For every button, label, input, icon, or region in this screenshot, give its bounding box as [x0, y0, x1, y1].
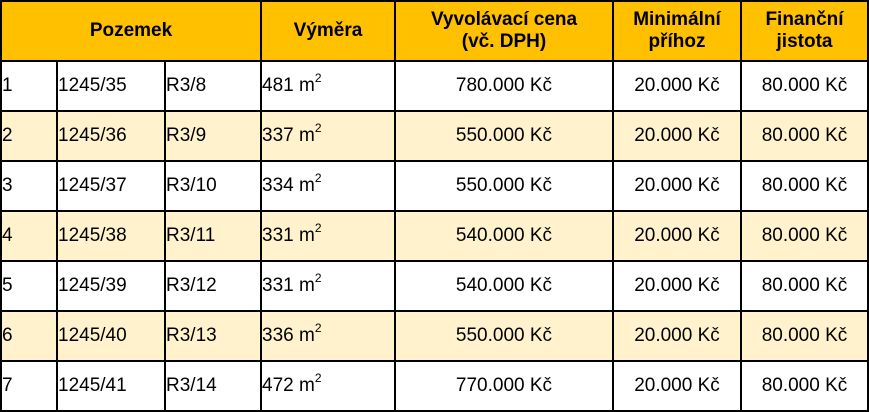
- area-value: 331: [262, 275, 294, 296]
- cell-number: 7: [0, 360, 58, 412]
- header-row: Pozemek Výměra Vyvolávací cena (vč. DPH)…: [0, 0, 869, 62]
- cell-code: R3/9: [164, 110, 262, 162]
- table-row: 7 1245/41 R3/14 472 m2 770.000 Kč 20.000…: [0, 360, 869, 412]
- cell-deposit: 80.000 Kč: [740, 60, 869, 112]
- cell-number: 1: [0, 60, 58, 112]
- area-value: 331: [262, 225, 294, 246]
- table-row: 6 1245/40 R3/13 336 m2 550.000 Kč 20.000…: [0, 310, 869, 362]
- cell-area: 331 m2: [260, 210, 396, 262]
- cell-number: 5: [0, 260, 58, 312]
- cell-area: 472 m2: [260, 360, 396, 412]
- table-row: 4 1245/38 R3/11 331 m2 540.000 Kč 20.000…: [0, 210, 869, 262]
- header-deposit: Finanční jistota: [740, 0, 869, 62]
- cell-parcel: 1245/35: [56, 60, 166, 112]
- area-unit-exponent: 2: [314, 221, 322, 235]
- header-min-bid-line-2: příhoz: [648, 31, 706, 52]
- area-value: 481: [262, 75, 294, 96]
- header-price-line-2: (vč. DPH): [461, 31, 547, 52]
- cell-code: R3/11: [164, 210, 262, 262]
- area-unit-exponent: 2: [314, 321, 322, 335]
- cell-area: 331 m2: [260, 260, 396, 312]
- header-min-bid-line-1: Minimální: [633, 9, 721, 30]
- cell-min-bid: 20.000 Kč: [612, 60, 742, 112]
- cell-number: 3: [0, 160, 58, 212]
- cell-code: R3/14: [164, 360, 262, 412]
- cell-number: 4: [0, 210, 58, 262]
- cell-price: 550.000 Kč: [394, 110, 614, 162]
- table-row: 2 1245/36 R3/9 337 m2 550.000 Kč 20.000 …: [0, 110, 869, 162]
- cell-parcel: 1245/39: [56, 260, 166, 312]
- header-deposit-line-1: Finanční: [765, 9, 844, 30]
- header-price-line-1: Vyvolávací cena: [430, 9, 578, 30]
- cell-parcel: 1245/36: [56, 110, 166, 162]
- cell-number: 2: [0, 110, 58, 162]
- area-unit: m: [298, 75, 315, 96]
- area-unit-exponent: 2: [314, 371, 322, 385]
- cell-code: R3/8: [164, 60, 262, 112]
- cell-price: 770.000 Kč: [394, 360, 614, 412]
- cell-deposit: 80.000 Kč: [740, 210, 869, 262]
- cell-price: 550.000 Kč: [394, 160, 614, 212]
- cell-deposit: 80.000 Kč: [740, 310, 869, 362]
- area-value: 337: [262, 125, 294, 146]
- cell-price: 540.000 Kč: [394, 210, 614, 262]
- cell-min-bid: 20.000 Kč: [612, 260, 742, 312]
- cell-area: 481 m2: [260, 60, 396, 112]
- area-unit: m: [298, 175, 315, 196]
- table-row: 1 1245/35 R3/8 481 m2 780.000 Kč 20.000 …: [0, 60, 869, 112]
- cell-deposit: 80.000 Kč: [740, 260, 869, 312]
- area-unit-exponent: 2: [314, 171, 322, 185]
- header-area: Výměra: [260, 0, 396, 62]
- area-value: 334: [262, 175, 294, 196]
- cell-parcel: 1245/40: [56, 310, 166, 362]
- area-unit-exponent: 2: [314, 71, 322, 85]
- header-price: Vyvolávací cena (vč. DPH): [394, 0, 614, 62]
- area-unit: m: [298, 225, 315, 246]
- cell-min-bid: 20.000 Kč: [612, 310, 742, 362]
- cell-code: R3/12: [164, 260, 262, 312]
- cell-deposit: 80.000 Kč: [740, 110, 869, 162]
- cell-parcel: 1245/41: [56, 360, 166, 412]
- header-deposit-line-2: jistota: [776, 31, 833, 52]
- cell-min-bid: 20.000 Kč: [612, 110, 742, 162]
- cell-price: 780.000 Kč: [394, 60, 614, 112]
- area-unit: m: [298, 325, 315, 346]
- table-row: 3 1245/37 R3/10 334 m2 550.000 Kč 20.000…: [0, 160, 869, 212]
- cell-code: R3/10: [164, 160, 262, 212]
- cell-area: 337 m2: [260, 110, 396, 162]
- area-unit-exponent: 2: [314, 121, 322, 135]
- area-value: 472: [262, 375, 294, 396]
- cell-min-bid: 20.000 Kč: [612, 210, 742, 262]
- cell-deposit: 80.000 Kč: [740, 160, 869, 212]
- header-plot: Pozemek: [0, 0, 262, 62]
- cell-price: 550.000 Kč: [394, 310, 614, 362]
- cell-price: 540.000 Kč: [394, 260, 614, 312]
- area-unit: m: [298, 375, 315, 396]
- cell-area: 334 m2: [260, 160, 396, 212]
- area-value: 336: [262, 325, 294, 346]
- area-unit: m: [298, 275, 315, 296]
- cell-code: R3/13: [164, 310, 262, 362]
- cell-parcel: 1245/38: [56, 210, 166, 262]
- cell-min-bid: 20.000 Kč: [612, 160, 742, 212]
- cell-number: 6: [0, 310, 58, 362]
- header-min-bid: Minimální příhoz: [612, 0, 742, 62]
- table-row: 5 1245/39 R3/12 331 m2 540.000 Kč 20.000…: [0, 260, 869, 312]
- area-unit-exponent: 2: [314, 271, 322, 285]
- cell-parcel: 1245/37: [56, 160, 166, 212]
- cell-deposit: 80.000 Kč: [740, 360, 869, 412]
- cell-min-bid: 20.000 Kč: [612, 360, 742, 412]
- cell-area: 336 m2: [260, 310, 396, 362]
- area-unit: m: [298, 125, 315, 146]
